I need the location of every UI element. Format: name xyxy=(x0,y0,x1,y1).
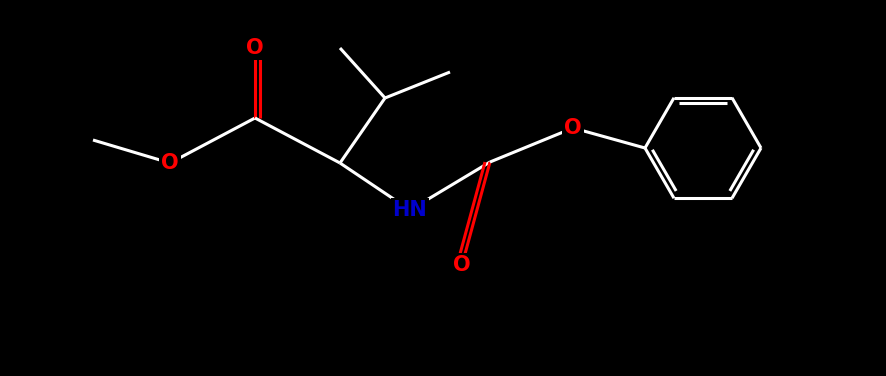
Text: O: O xyxy=(246,38,263,58)
Text: O: O xyxy=(453,255,470,275)
Text: O: O xyxy=(161,153,179,173)
Text: O: O xyxy=(563,118,581,138)
Text: HN: HN xyxy=(392,200,427,220)
